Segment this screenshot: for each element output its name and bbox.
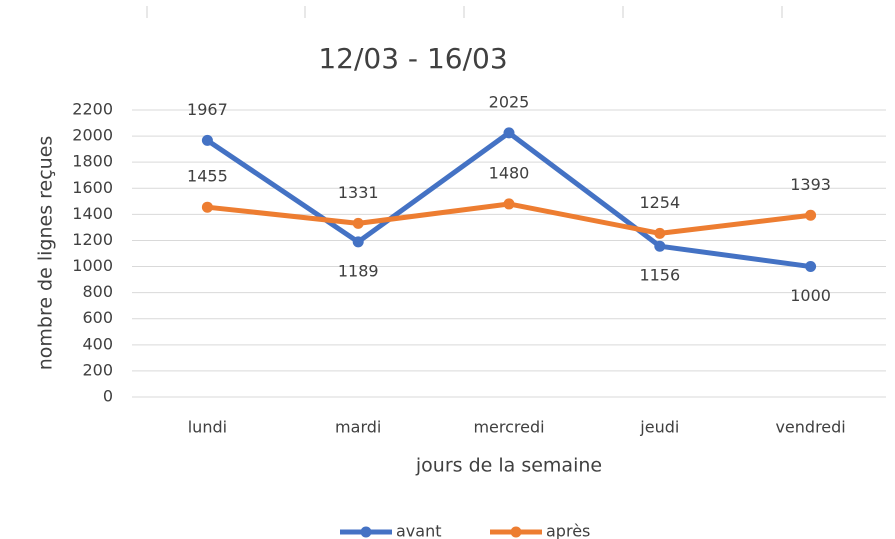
legend-marker [510, 526, 522, 538]
data-point [805, 261, 817, 273]
legend-label: avant [396, 522, 442, 539]
y-tick-label: 800 [82, 282, 113, 301]
y-tick-label: 2200 [72, 100, 113, 119]
x-tick-label: vendredi [775, 418, 845, 437]
data-point [201, 134, 213, 146]
y-tick-label: 400 [82, 334, 113, 353]
data-label: 2025 [489, 92, 530, 111]
data-label: 1000 [790, 286, 831, 305]
data-point [503, 127, 515, 139]
y-axis-title: nombre de lignes reçues [35, 136, 57, 371]
data-label: 1967 [187, 100, 228, 119]
data-point [201, 201, 213, 213]
y-tick-label: 200 [82, 360, 113, 379]
data-label: 1331 [338, 183, 379, 202]
data-point [654, 240, 666, 252]
x-tick-label: lundi [188, 418, 227, 437]
data-point [503, 198, 515, 210]
data-point [352, 236, 364, 248]
x-tick-label: jeudi [639, 418, 679, 437]
x-tick-label: mardi [335, 418, 381, 437]
data-point [805, 209, 817, 221]
sheet-column-lines [146, 6, 783, 18]
chart-title: 12/03 - 16/03 [318, 42, 507, 75]
data-point [654, 227, 666, 239]
y-tick-label: 1600 [72, 178, 113, 197]
y-tick-label: 0 [103, 387, 113, 406]
data-label: 1156 [639, 266, 680, 285]
legend-marker [360, 526, 372, 538]
y-tick-label: 1800 [72, 152, 113, 171]
legend-label: après [546, 522, 590, 539]
y-tick-label: 1200 [72, 230, 113, 249]
data-label: 1455 [187, 167, 228, 186]
x-tick-label: mercredi [473, 418, 544, 437]
data-label: 1254 [639, 193, 680, 212]
data-label: 1189 [338, 261, 379, 280]
y-tick-label: 2000 [72, 126, 113, 145]
y-tick-label: 1400 [72, 204, 113, 223]
x-axis-title: jours de la semaine [415, 455, 602, 477]
y-tick-label: 600 [82, 308, 113, 327]
y-tick-label: 1000 [72, 256, 113, 275]
data-label: 1480 [489, 163, 530, 182]
data-label: 1393 [790, 175, 831, 194]
data-point [352, 217, 364, 229]
